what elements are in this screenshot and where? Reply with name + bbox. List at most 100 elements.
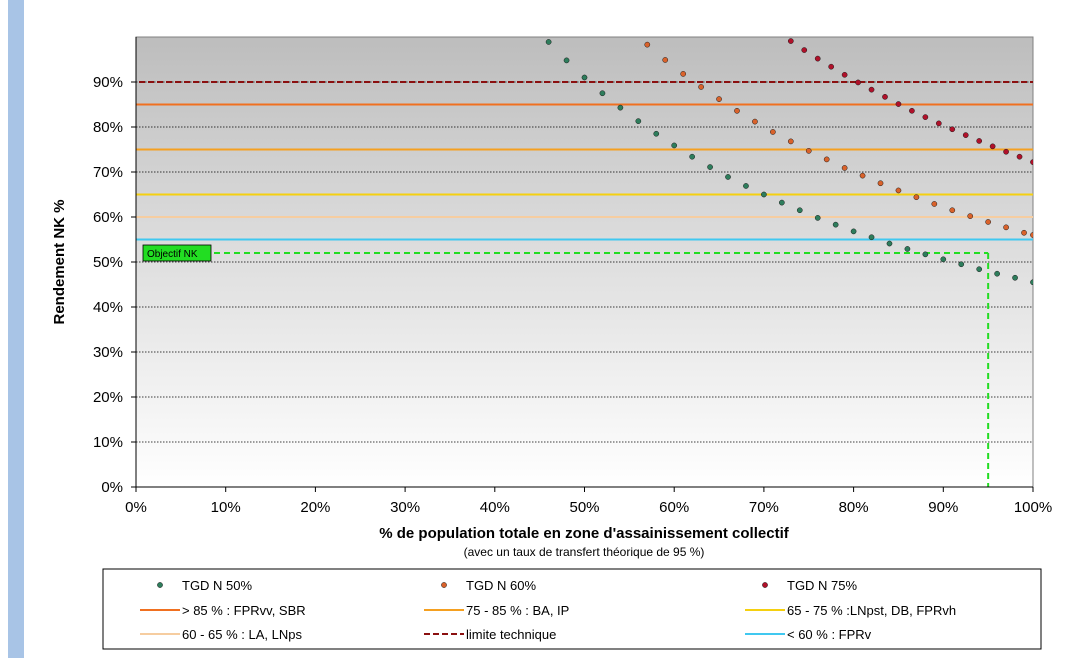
- y-tick-label: 0%: [101, 479, 123, 496]
- data-point: [796, 207, 803, 214]
- y-tick-label: 50%: [93, 254, 123, 271]
- x-tick-label: 30%: [390, 499, 420, 516]
- y-tick-label: 80%: [93, 119, 123, 136]
- x-tick-label: 70%: [749, 499, 779, 516]
- y-tick-label: 60%: [93, 209, 123, 226]
- data-point: [868, 234, 875, 241]
- data-point: [976, 266, 983, 273]
- data-point: [752, 118, 758, 125]
- left-accent-bar: [8, 0, 24, 658]
- data-point: [994, 270, 1000, 277]
- legend-marker: [157, 582, 163, 588]
- data-point: [599, 90, 606, 97]
- data-point: [823, 156, 830, 163]
- y-tick-label: 30%: [93, 344, 123, 361]
- legend-box: [102, 568, 1042, 650]
- data-point: [545, 39, 552, 45]
- target-label: Objectif NK: [147, 249, 198, 260]
- x-tick-label: 50%: [569, 499, 599, 516]
- legend-label: 75 - 85 % : BA, IP: [466, 603, 569, 618]
- data-point: [743, 183, 749, 189]
- data-point: [680, 71, 687, 77]
- target-label-box: [142, 244, 212, 262]
- data-point: [868, 86, 875, 93]
- y-tick-labels: 0% 10% 20% 30% 40% 50% 60% 70% 80% 90%: [93, 74, 123, 496]
- data-point: [707, 164, 713, 170]
- x-tick-label: 20%: [300, 499, 330, 516]
- x-tick-label: 90%: [928, 499, 958, 516]
- data-point: [801, 47, 808, 53]
- data-point: [832, 221, 839, 228]
- data-point: [653, 130, 660, 137]
- data-point: [882, 94, 888, 100]
- data-point: [967, 213, 974, 219]
- data-point: [805, 148, 812, 154]
- data-point: [895, 187, 902, 194]
- data-point: [1003, 224, 1009, 231]
- data-point: [922, 251, 929, 258]
- data-point: [1012, 274, 1018, 281]
- data-point: [841, 165, 848, 171]
- objectif-target: Objectif NK: [142, 244, 990, 487]
- data-point: [617, 104, 624, 111]
- data-point: [814, 215, 821, 221]
- legend-label: < 60 % : FPRv: [787, 627, 872, 642]
- data-point: [904, 246, 911, 252]
- data-point: [877, 180, 884, 187]
- data-point: [859, 172, 866, 179]
- y-tick-label: 70%: [93, 164, 123, 181]
- data-point: [716, 96, 722, 102]
- data-point: [671, 142, 678, 149]
- legend-label: TGD N 75%: [787, 578, 858, 593]
- data-point: [886, 240, 893, 247]
- x-axis-title: % de population totale en zone d'assaini…: [379, 525, 789, 542]
- data-point: [913, 194, 920, 201]
- axes: [131, 37, 1034, 492]
- data-point: [689, 153, 695, 160]
- legend-label: > 85 % : FPRvv, SBR: [182, 603, 306, 618]
- data-point: [814, 55, 821, 62]
- data-point: [644, 41, 651, 48]
- legend-label: 65 - 75 % :LNpst, DB, FPRvh: [787, 603, 956, 618]
- data-point: [931, 201, 938, 207]
- data-point: [787, 138, 794, 145]
- data-point: [581, 74, 588, 81]
- data-point: [962, 132, 969, 138]
- data-point: [841, 71, 848, 78]
- legend-label: TGD N 60%: [466, 578, 537, 593]
- y-tick-label: 90%: [93, 74, 123, 91]
- data-point: [935, 120, 942, 127]
- data-point: [563, 57, 570, 64]
- data-point: [922, 114, 929, 120]
- y-tick-label: 10%: [93, 434, 123, 451]
- data-point: [850, 228, 857, 235]
- data-point: [770, 129, 776, 135]
- data-point: [734, 107, 740, 114]
- x-tick-labels: 0% 10% 20% 30% 40% 50% 60% 70% 80% 90% 100%: [125, 499, 1052, 516]
- data-point: [828, 63, 835, 70]
- legend: TGD N 50% TGD N 60% TGD N 75% > 85 % : FPRv…: [140, 578, 956, 642]
- data-point: [725, 174, 731, 180]
- y-tick-label: 40%: [93, 299, 123, 316]
- data-point: [1030, 159, 1033, 165]
- data-point: [1003, 148, 1009, 155]
- x-tick-label: 100%: [1014, 499, 1052, 516]
- data-point: [989, 143, 996, 150]
- legend-label: TGD N 50%: [182, 578, 253, 593]
- x-tick-label: 40%: [480, 499, 510, 516]
- x-tick-label: 80%: [839, 499, 869, 516]
- data-point: [985, 219, 992, 225]
- threshold-lines: [136, 81, 1033, 241]
- legend-marker: [762, 582, 768, 588]
- x-axis-subtitle: (avec un taux de transfert théorique de …: [464, 545, 705, 559]
- data-point: [635, 118, 642, 125]
- x-tick-label: 10%: [211, 499, 241, 516]
- x-tick-label: 0%: [125, 499, 147, 516]
- legend-label: 60 - 65 % : LA, LNps: [182, 627, 302, 642]
- data-point: [1030, 232, 1033, 238]
- data-point: [949, 207, 956, 214]
- data-point: [1021, 229, 1027, 236]
- x-tick-label: 60%: [659, 499, 689, 516]
- legend-label: limite technique: [466, 627, 556, 642]
